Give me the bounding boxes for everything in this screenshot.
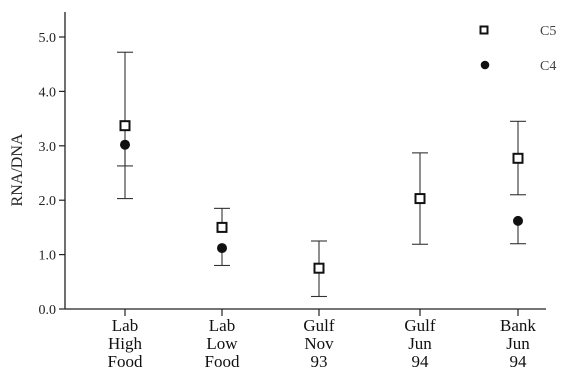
data-point-c5 — [414, 193, 426, 205]
data-point-c5 — [119, 120, 131, 132]
x-tick-label: 94 — [412, 352, 430, 371]
x-tick-label: Low — [206, 334, 238, 353]
x-tick-label: Jun — [506, 334, 530, 353]
data-point-c4 — [513, 215, 523, 226]
data-point-c4 — [217, 243, 227, 254]
y-tick-label: 2.0 — [39, 194, 57, 209]
legend-marker-c5 — [479, 25, 489, 35]
x-tick-label: Food — [108, 352, 143, 371]
x-tick-label: Lab — [209, 316, 235, 335]
data-point-c5 — [313, 262, 325, 274]
x-tick-label: Food — [205, 352, 240, 371]
legend-label-c5: C5 — [540, 24, 556, 39]
y-ticks: 0.0 1.0 2.0 3.0 4.0 5.0 — [39, 31, 65, 318]
x-tick-label: Gulf — [404, 316, 436, 335]
x-ticks: LabHighFoodLabLowFoodGulfNov93GulfJun94B… — [108, 309, 536, 371]
y-tick-label: 0.0 — [39, 303, 57, 318]
y-tick-label: 5.0 — [39, 31, 57, 46]
legend-label-c4: C4 — [540, 59, 556, 74]
x-tick-label: Jun — [408, 334, 432, 353]
x-tick-label: Lab — [112, 316, 138, 335]
y-tick-label: 4.0 — [39, 85, 57, 100]
x-tick-label: High — [108, 334, 143, 353]
x-tick-label: Bank — [500, 316, 536, 335]
data-point-c5 — [216, 221, 228, 233]
x-tick-label: 93 — [311, 352, 328, 371]
error-bars — [117, 51, 526, 298]
data-points — [119, 120, 524, 274]
data-point-c5 — [512, 152, 524, 164]
x-tick-label: 94 — [510, 352, 528, 371]
y-tick-label: 1.0 — [39, 249, 57, 264]
y-tick-label: 3.0 — [39, 140, 57, 155]
y-axis-label: RNA/DNA — [9, 133, 26, 206]
axes — [64, 12, 546, 310]
legend-marker-c4 — [480, 60, 490, 70]
legend: C5 C4 — [479, 24, 556, 74]
x-tick-label: Gulf — [303, 316, 335, 335]
x-tick-label: Nov — [304, 334, 334, 353]
data-point-c4 — [120, 139, 130, 150]
